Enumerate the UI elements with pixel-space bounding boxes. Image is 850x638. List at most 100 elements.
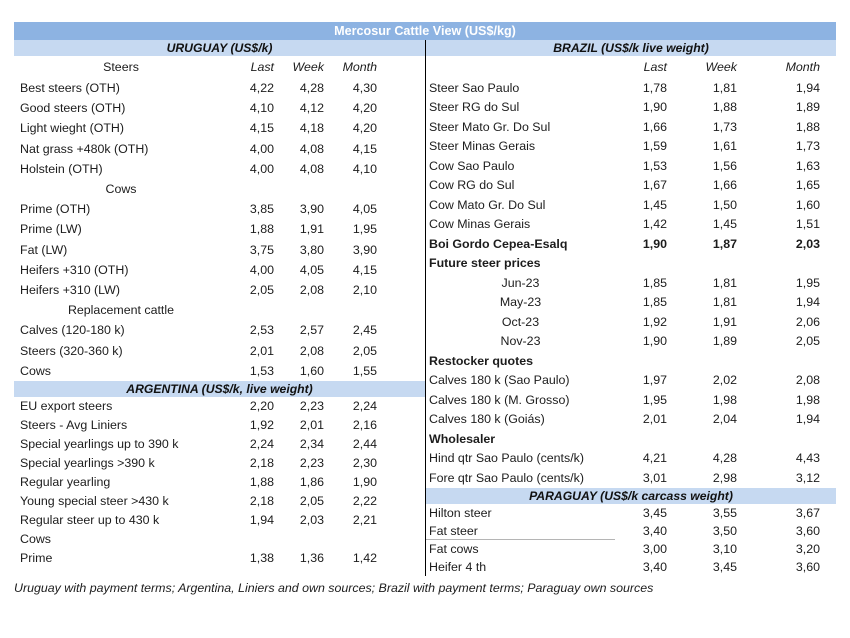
table-row: Fat steer 3,40 3,50 3,60 xyxy=(426,522,836,540)
cell-last: 1,90 xyxy=(642,100,667,115)
row-label: Regular steer up to 430 k xyxy=(20,513,160,528)
row-label: Regular yearling xyxy=(20,475,111,490)
row-label: Light wieght (OTH) xyxy=(20,121,124,136)
cell-last: 1,53 xyxy=(642,158,667,173)
cell-month: 1,89 xyxy=(795,100,820,115)
table-row: Nat grass +480k (OTH) 4,00 4,08 4,15 xyxy=(14,139,425,159)
cell-month: 1,51 xyxy=(795,217,820,232)
cell-week: 4,28 xyxy=(299,81,324,96)
table-row: Steer RG do Sul 1,90 1,88 1,89 xyxy=(426,98,836,118)
cell-month: 2,08 xyxy=(795,373,820,388)
table-row: Cows xyxy=(14,530,425,549)
cell-last: 2,53 xyxy=(249,323,274,338)
cell-week: 2,05 xyxy=(299,494,324,509)
cell-month: 1,73 xyxy=(795,139,820,154)
row-label: Cow Mato Gr. Do Sul xyxy=(429,197,546,212)
cell-month: 2,22 xyxy=(352,494,377,509)
cell-week: 1,56 xyxy=(712,158,737,173)
table-row: Steer Sao Paulo 1,78 1,81 1,94 xyxy=(426,78,836,98)
table-row: Cow Mato Gr. Do Sul 1,45 1,50 1,60 xyxy=(426,195,836,215)
cell-last: 1,90 xyxy=(642,236,667,251)
cell-week: 2,08 xyxy=(299,282,324,297)
cell-month: 1,63 xyxy=(795,158,820,173)
column-header-row-right: Last Week Month xyxy=(426,56,836,78)
argentina-rows: EU export steers 2,20 2,23 2,24 Steers -… xyxy=(14,397,425,568)
cell-month: 3,60 xyxy=(795,559,820,574)
cell-last: 1,53 xyxy=(249,363,274,378)
brazil-rows: Steer Sao Paulo 1,78 1,81 1,94 Steer RG … xyxy=(426,78,836,488)
cell-month: 1,94 xyxy=(795,80,820,95)
row-label: Calves 180 k (Goiás) xyxy=(429,412,545,427)
cell-last: 4,15 xyxy=(249,121,274,136)
table-row: Fat cows 3,00 3,10 3,20 xyxy=(426,540,836,558)
cell-last: 3,45 xyxy=(642,505,667,520)
table-row: Boi Gordo Cepea-Esalq 1,90 1,87 2,03 xyxy=(426,234,836,254)
row-label: Holstein (OTH) xyxy=(20,161,103,176)
cell-month: 4,43 xyxy=(795,451,820,466)
cell-month: 3,67 xyxy=(795,505,820,520)
cell-last: 1,94 xyxy=(249,513,274,528)
row-label: Fat cows xyxy=(429,541,479,556)
cell-last: 1,85 xyxy=(642,275,667,290)
section-band-argentina: ARGENTINA (US$/k, live weight) xyxy=(14,380,425,397)
cell-last: 3,40 xyxy=(642,523,667,538)
table-row: Steer Mato Gr. Do Sul 1,66 1,73 1,88 xyxy=(426,117,836,137)
cell-month: 2,10 xyxy=(352,282,377,297)
cell-month: 2,45 xyxy=(352,323,377,338)
cell-last: 2,01 xyxy=(642,412,667,427)
column-header-week: Week xyxy=(705,60,737,74)
table-row: Best steers (OTH) 4,22 4,28 4,30 xyxy=(14,78,425,98)
cell-week: 3,50 xyxy=(712,523,737,538)
cell-month: 1,90 xyxy=(352,475,377,490)
table-row: Steer Minas Gerais 1,59 1,61 1,73 xyxy=(426,137,836,157)
table-row: Prime (OTH) 3,85 3,90 4,05 xyxy=(14,199,425,219)
cell-last: 3,75 xyxy=(249,242,274,257)
table-row: Oct-23 1,92 1,91 2,06 xyxy=(426,312,836,332)
row-label: Cows xyxy=(20,532,51,547)
table-row: Regular yearling 1,88 1,86 1,90 xyxy=(14,473,425,492)
row-label: Special yearlings up to 390 k xyxy=(20,437,179,452)
cell-week: 1,81 xyxy=(712,295,737,310)
table-row: Calves 180 k (M. Grosso) 1,95 1,98 1,98 xyxy=(426,390,836,410)
cell-last: 1,42 xyxy=(642,217,667,232)
cell-week: 4,08 xyxy=(299,161,324,176)
cell-week: 2,01 xyxy=(299,418,324,433)
table-columns: URUGUAY (US$/k) Steers Last Week Month B… xyxy=(14,40,836,576)
cell-week: 4,28 xyxy=(712,451,737,466)
left-panel: URUGUAY (US$/k) Steers Last Week Month B… xyxy=(14,40,425,568)
table-row: Prime (LW) 1,88 1,91 1,95 xyxy=(14,219,425,239)
table-row: Young special steer >430 k 2,18 2,05 2,2… xyxy=(14,492,425,511)
table-row: Wholesaler xyxy=(426,429,836,449)
row-label: Fore qtr Sao Paulo (cents/k) xyxy=(429,470,584,485)
cell-week: 2,03 xyxy=(299,513,324,528)
cell-last: 3,40 xyxy=(642,559,667,574)
cell-last: 3,00 xyxy=(642,541,667,556)
table-row: Calves (120-180 k) 2,53 2,57 2,45 xyxy=(14,320,425,340)
cell-last: 1,67 xyxy=(642,178,667,193)
cell-week: 2,23 xyxy=(299,456,324,471)
cell-last: 4,00 xyxy=(249,262,274,277)
cell-month: 1,55 xyxy=(352,363,377,378)
cell-month: 2,05 xyxy=(352,343,377,358)
row-label: Boi Gordo Cepea-Esalq xyxy=(429,236,568,251)
table-row: Replacement cattle xyxy=(14,300,425,320)
row-label: Heifers +310 (LW) xyxy=(20,282,120,297)
cell-last: 4,10 xyxy=(249,101,274,116)
table-row: Cow Sao Paulo 1,53 1,56 1,63 xyxy=(426,156,836,176)
row-label: Best steers (OTH) xyxy=(20,81,120,96)
column-header-week: Week xyxy=(292,60,324,74)
cell-week: 1,61 xyxy=(712,139,737,154)
row-label: Replacement cattle xyxy=(67,303,175,318)
cell-month: 2,30 xyxy=(352,456,377,471)
cell-week: 2,08 xyxy=(299,343,324,358)
cell-last: 1,92 xyxy=(249,418,274,433)
cell-month: 1,98 xyxy=(795,392,820,407)
table-row: Restocker quotes xyxy=(426,351,836,371)
table-row: Cow RG do Sul 1,67 1,66 1,65 xyxy=(426,176,836,196)
table-row: May-23 1,85 1,81 1,94 xyxy=(426,293,836,313)
page-title: Mercosur Cattle View (US$/kg) xyxy=(14,22,836,40)
table-row: Jun-23 1,85 1,81 1,95 xyxy=(426,273,836,293)
row-label: Heifers +310 (OTH) xyxy=(20,262,129,277)
cell-month: 4,20 xyxy=(352,121,377,136)
table-row: Special yearlings up to 390 k 2,24 2,34 … xyxy=(14,435,425,454)
